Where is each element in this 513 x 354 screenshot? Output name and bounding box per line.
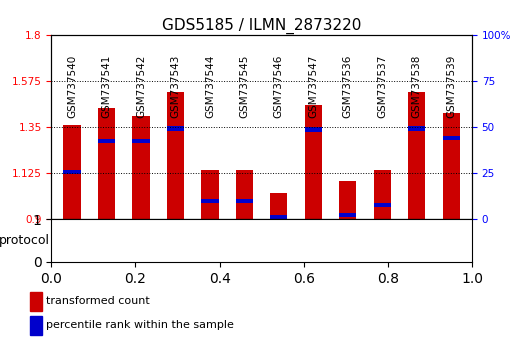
Bar <box>408 126 425 131</box>
Bar <box>98 108 115 219</box>
Bar <box>30 292 42 311</box>
Text: GSM737540: GSM737540 <box>67 55 77 118</box>
Bar <box>132 139 150 143</box>
Text: GSM737542: GSM737542 <box>136 55 146 118</box>
Text: transformed count: transformed count <box>46 296 150 306</box>
Bar <box>270 193 287 219</box>
Bar <box>443 136 460 140</box>
Bar <box>373 203 391 207</box>
Bar <box>305 127 322 132</box>
Bar <box>373 170 391 219</box>
Bar <box>339 213 357 217</box>
Text: GSM737547: GSM737547 <box>308 55 319 118</box>
Bar <box>443 113 460 219</box>
Bar <box>98 139 115 143</box>
Text: GSM737537: GSM737537 <box>377 55 387 118</box>
Text: GSM737543: GSM737543 <box>170 55 181 118</box>
Text: Wig-1 depletion: Wig-1 depletion <box>74 234 173 247</box>
Bar <box>339 181 357 219</box>
Bar <box>167 92 184 219</box>
Text: GSM737536: GSM737536 <box>343 55 353 118</box>
Bar <box>236 170 253 219</box>
Bar <box>64 125 81 219</box>
Bar <box>305 105 322 219</box>
Bar <box>132 116 150 219</box>
Bar <box>201 199 219 203</box>
Text: GSM737545: GSM737545 <box>240 55 249 118</box>
Text: negative control: negative control <box>210 234 313 247</box>
Text: GSM737539: GSM737539 <box>446 55 456 118</box>
Bar <box>236 199 253 203</box>
Bar <box>167 126 184 131</box>
Text: GSM737544: GSM737544 <box>205 55 215 118</box>
Bar <box>270 215 287 219</box>
Bar <box>200 222 324 260</box>
Text: GSM737541: GSM737541 <box>102 55 111 118</box>
Text: protocol: protocol <box>0 234 50 247</box>
Bar <box>30 316 42 335</box>
Text: GSM737546: GSM737546 <box>274 55 284 118</box>
Bar <box>338 222 462 260</box>
Text: percentile rank within the sample: percentile rank within the sample <box>46 320 234 330</box>
Bar <box>64 170 81 175</box>
Bar <box>408 92 425 219</box>
Title: GDS5185 / ILMN_2873220: GDS5185 / ILMN_2873220 <box>162 18 361 34</box>
Text: vehicle control: vehicle control <box>353 234 446 247</box>
Bar <box>201 170 219 219</box>
Text: GSM737538: GSM737538 <box>412 55 422 118</box>
Bar <box>62 222 186 260</box>
